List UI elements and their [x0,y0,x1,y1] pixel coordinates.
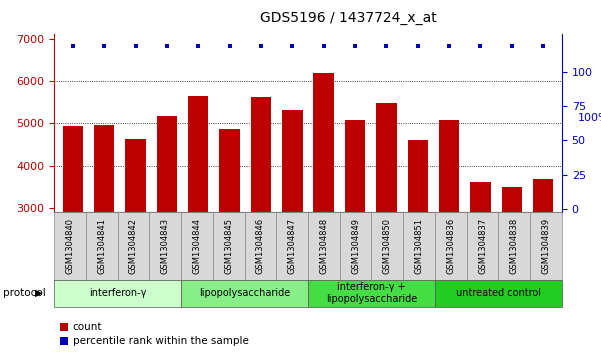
Bar [376,103,397,335]
Text: GSM1304850: GSM1304850 [383,218,392,274]
Text: GSM1304840: GSM1304840 [66,218,75,274]
Bar [54,212,86,280]
Text: GSM1304843: GSM1304843 [160,218,169,274]
Text: lipopolysaccharide: lipopolysaccharide [199,288,290,298]
Point [444,44,454,49]
Bar [282,110,302,335]
Text: interferon-γ +
lipopolysaccharide: interferon-γ + lipopolysaccharide [326,282,417,304]
Text: GSM1304847: GSM1304847 [288,218,297,274]
Point [99,44,109,49]
Bar [245,212,276,280]
Point [225,44,234,49]
Bar [118,212,149,280]
Text: GSM1304837: GSM1304837 [478,218,487,274]
Text: GSM1304846: GSM1304846 [256,218,265,274]
Bar [371,212,403,280]
Text: GDS5196 / 1437724_x_at: GDS5196 / 1437724_x_at [260,11,437,25]
Point [319,44,329,49]
Text: GSM1304841: GSM1304841 [97,218,106,274]
Text: GSM1304845: GSM1304845 [224,218,233,274]
Bar [54,280,181,307]
Point [287,44,297,49]
Bar [470,182,490,335]
Text: GSM1304839: GSM1304839 [542,218,551,274]
Point [475,44,485,49]
Bar [502,187,522,335]
Point [538,44,548,49]
Text: GSM1304848: GSM1304848 [319,218,328,274]
Bar [94,125,114,335]
Bar [498,212,530,280]
Bar [435,280,562,307]
Text: protocol: protocol [3,288,46,298]
Bar [276,212,308,280]
Point [131,44,141,49]
Text: percentile rank within the sample: percentile rank within the sample [73,336,249,346]
Y-axis label: 100%: 100% [578,113,601,123]
Bar [530,212,562,280]
Text: GSM1304844: GSM1304844 [192,218,201,274]
Text: GSM1304851: GSM1304851 [415,218,424,274]
Point [256,44,266,49]
Bar [181,280,308,307]
Bar [340,212,371,280]
Bar [345,121,365,335]
Bar [251,97,271,335]
Bar [308,212,340,280]
Text: GSM1304838: GSM1304838 [510,218,519,274]
Text: count: count [73,322,102,332]
Bar [86,212,118,280]
Text: ▶: ▶ [35,288,42,298]
Bar [181,212,213,280]
Bar [407,139,428,335]
Bar [157,116,177,335]
Point [68,44,78,49]
Text: interferon-γ: interferon-γ [89,288,146,298]
Text: GSM1304842: GSM1304842 [129,218,138,274]
Bar [314,73,334,335]
Text: GSM1304836: GSM1304836 [447,218,456,274]
Bar [467,212,498,280]
Point [162,44,172,49]
Point [194,44,203,49]
Bar [435,212,467,280]
Bar [149,212,181,280]
Text: GSM1304849: GSM1304849 [351,218,360,274]
Bar [63,126,83,335]
Bar [308,280,435,307]
Point [350,44,360,49]
Bar [439,120,459,335]
Bar [219,129,240,335]
Bar [533,179,554,335]
Point [507,44,517,49]
Bar [188,96,209,335]
Bar [126,139,146,335]
Bar [213,212,245,280]
Point [382,44,391,49]
Point [413,44,423,49]
Bar [403,212,435,280]
Text: untreated control: untreated control [456,288,541,298]
